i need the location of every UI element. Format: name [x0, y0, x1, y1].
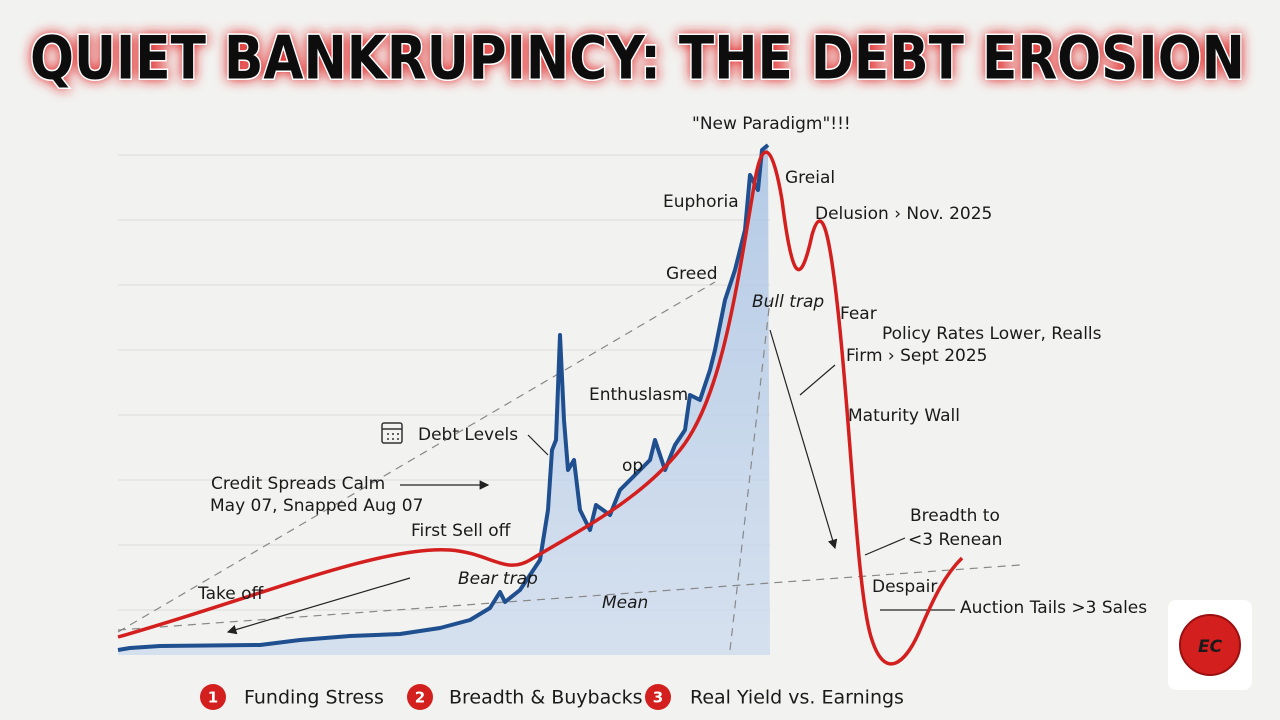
label: Bull trap — [752, 292, 824, 312]
legend-number: 1 — [208, 689, 218, 707]
label: Take off — [197, 584, 264, 604]
label: Despair — [872, 577, 937, 597]
drop-dashed — [729, 299, 771, 651]
mean-dashed — [117, 564, 1021, 631]
label: Delusion › Nov. 2025 — [815, 204, 992, 224]
pointer — [864, 537, 906, 556]
blue-line — [117, 143, 770, 652]
label: Debt Levels — [418, 425, 518, 445]
label: Greed — [666, 264, 718, 284]
icon-dots — [387, 433, 399, 440]
pointer — [527, 434, 549, 456]
legend-badge — [645, 684, 671, 710]
legend-label: Breadth & Buybacks — [449, 687, 643, 709]
background-grid — [118, 154, 770, 611]
label: Fear — [840, 304, 877, 324]
logo: EC — [1168, 600, 1252, 690]
arrow — [769, 329, 838, 550]
icon-frame — [381, 422, 403, 444]
label: Enthuslasm — [589, 385, 688, 405]
label: Maturity Wall — [848, 406, 960, 426]
legend-badge — [407, 684, 433, 710]
label: Bear trap — [458, 569, 538, 589]
legend-number: 3 — [653, 689, 663, 707]
label: Auction Tails >3 Sales — [960, 598, 1147, 618]
label: May 07, Snapped Aug 07 — [210, 496, 423, 516]
legend-badge — [200, 684, 226, 710]
red-curve — [117, 150, 964, 666]
legend-number: 2 — [415, 689, 425, 707]
label: Firm › Sept 2025 — [846, 346, 988, 366]
trend-dashed — [117, 281, 716, 633]
label: Credit Spreads Calm — [211, 474, 385, 494]
label: Euphoria — [663, 192, 739, 212]
guides — [117, 281, 1021, 651]
label: op — [622, 456, 643, 476]
label: <3 Renean — [908, 530, 1002, 550]
legend: 1 Funding Stress 2 Breadth & Buybacks 3 … — [200, 684, 904, 710]
arrow — [226, 577, 411, 635]
legend-label: Real Yield vs. Earnings — [690, 687, 904, 709]
logo-circle — [1179, 614, 1241, 676]
logo-text: EC — [1198, 637, 1223, 657]
area — [118, 145, 770, 655]
label: First Sell off — [411, 521, 512, 541]
label: Greial — [785, 168, 835, 188]
label: Policy Rates Lower, Realls — [882, 324, 1102, 344]
label: Mean — [602, 593, 648, 613]
label: "New Paradigm"!!! — [692, 114, 851, 134]
calendar-icon — [381, 422, 403, 444]
title: QUIET BANKRUPINCY: THE DEBT EROSION — [30, 24, 1245, 94]
label: Breadth to — [910, 506, 1000, 526]
legend-label: Funding Stress — [244, 687, 384, 709]
annotations: "New Paradigm"!!! Greial Euphoria Delusi… — [197, 114, 1147, 618]
pointer — [799, 364, 836, 396]
